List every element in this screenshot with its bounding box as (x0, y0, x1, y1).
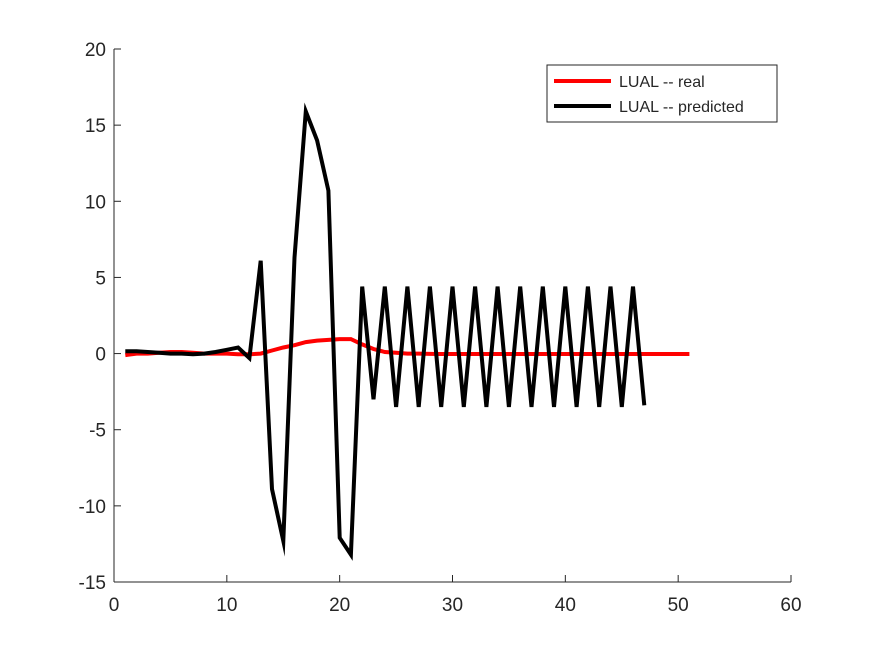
x-tick-label: 50 (668, 595, 689, 616)
x-tick-label: 30 (442, 595, 463, 616)
y-tick-label: 20 (85, 40, 106, 61)
y-tick-label: 5 (95, 268, 106, 289)
y-tick-label: -15 (79, 573, 106, 594)
axes (113, 49, 791, 583)
y-axis-ticks: -15 -10 -5 0 5 10 15 20 (79, 40, 121, 594)
y-tick-label: 10 (85, 192, 106, 213)
x-tick-label: 10 (216, 595, 237, 616)
x-axis-ticks: 0 10 20 30 40 50 60 (109, 575, 802, 616)
x-tick-label: 60 (780, 595, 801, 616)
legend: LUAL -- real LUAL -- predicted (546, 64, 778, 123)
x-tick-label: 0 (109, 595, 120, 616)
y-tick-label: -10 (79, 497, 106, 518)
legend-label: LUAL -- real (619, 74, 705, 91)
y-tick-label: 0 (95, 345, 106, 366)
y-tick-label: 15 (85, 116, 106, 137)
series-line-predicted (125, 102, 647, 561)
series-layer (125, 102, 690, 561)
y-tick-label: -5 (89, 421, 106, 442)
legend-box (546, 64, 778, 123)
x-tick-label: 40 (555, 595, 576, 616)
legend-label: LUAL -- predicted (619, 99, 744, 116)
x-tick-label: 20 (329, 595, 350, 616)
